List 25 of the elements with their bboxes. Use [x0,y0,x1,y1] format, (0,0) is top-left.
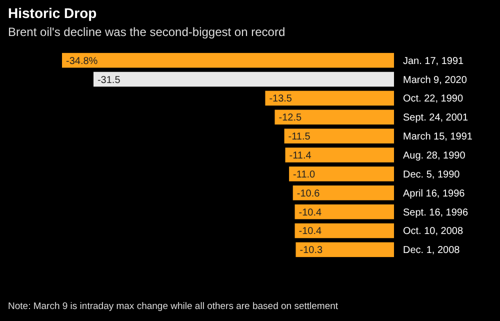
y-tick-label: Aug. 28, 1990 [403,150,466,162]
y-tick-label: Jan. 17, 1991 [403,56,464,67]
text: Note: March 9 is intraday max change while all others are based on settlement [8,301,338,312]
y-tick-label: Dec. 1, 2008 [403,245,460,256]
data-label: -10.4 [298,207,322,218]
y-tick-label: Oct. 22, 1990 [403,94,464,105]
y-tick-label: Oct. 10, 2008 [403,226,464,238]
data-label: -12.5 [278,112,302,124]
y-tick-label: Sept. 24, 2001 [403,112,468,124]
data-label: -10.4 [298,226,322,238]
y-tick-label: March 9, 2020 [403,74,468,86]
y-tick-label: Dec. 5, 1990 [403,169,460,180]
data-label: -10.3 [300,245,323,256]
chart-title: Historic Drop [8,5,97,21]
y-tick-label: March 15, 1991 [403,132,473,143]
data-label: -34.8% [66,56,98,67]
y-tick-label: Sept. 16, 1996 [403,207,468,218]
y-tick-label: April 16, 1996 [403,188,466,200]
data-label: -10.6 [296,188,320,200]
chart-subtitle: Brent oil's decline was the second-biggest on record [8,25,286,39]
data-label: -11.5 [288,132,311,143]
data-label: -13.5 [269,94,292,105]
data-label: -11.0 [293,169,316,180]
data-label: -11.4 [289,150,312,162]
data-label: -31.5 [97,74,121,86]
